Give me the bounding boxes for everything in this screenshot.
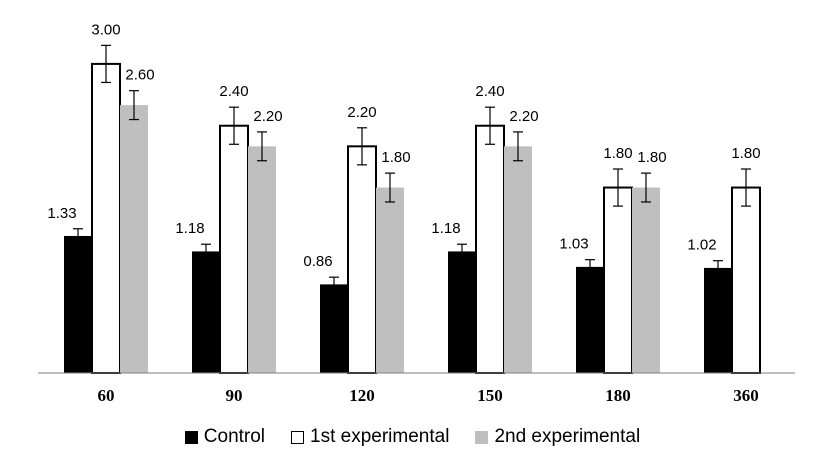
- bar-2nd-experimental-90: [248, 146, 276, 373]
- bar-control-90: [192, 251, 220, 373]
- bar-2nd-experimental-180: [632, 187, 660, 373]
- data-label-control-120: 0.86: [303, 253, 332, 270]
- bar-control-180: [576, 266, 604, 373]
- x-tick-label-180: 180: [605, 386, 631, 405]
- bar-1st-experimental-90: [219, 124, 249, 374]
- data-label-1st-experimental-90: 2.40: [219, 83, 248, 100]
- data-label-control-90: 1.18: [175, 220, 204, 237]
- legend-item-1st-experimental: 1st experimental: [291, 426, 449, 448]
- bar-control-150: [448, 251, 476, 373]
- x-tick-label-60: 60: [98, 386, 115, 405]
- bar-1st-experimental-120: [347, 145, 377, 374]
- legend-label-1st-experimental: 1st experimental: [310, 426, 450, 447]
- legend-label-2nd-experimental: 2nd experimental: [494, 426, 641, 447]
- legend-swatch-1st-experimental: [291, 430, 305, 444]
- legend-item-2nd-experimental: 2nd experimental: [475, 426, 640, 448]
- data-label-2nd-experimental-90: 2.20: [253, 108, 282, 125]
- data-label-control-360: 1.02: [687, 237, 716, 254]
- data-label-2nd-experimental-60: 2.60: [125, 67, 154, 84]
- data-label-1st-experimental-360: 1.80: [731, 145, 760, 162]
- bar-control-360: [704, 267, 732, 373]
- x-tick-label-360: 360: [733, 386, 759, 405]
- x-tick-label-120: 120: [349, 386, 375, 405]
- x-tick-label-90: 90: [226, 386, 243, 405]
- data-label-control-180: 1.03: [559, 236, 588, 253]
- legend-label-control: Control: [203, 426, 266, 447]
- data-label-2nd-experimental-120: 1.80: [381, 149, 410, 166]
- legend-swatch-control: [184, 430, 198, 444]
- legend: Control 1st experimental 2nd experimenta…: [0, 426, 825, 448]
- bar-2nd-experimental-150: [504, 146, 532, 373]
- data-label-control-60: 1.33: [47, 205, 76, 222]
- data-label-2nd-experimental-150: 2.20: [509, 108, 538, 125]
- bar-1st-experimental-180: [603, 186, 633, 374]
- bar-1st-experimental-150: [475, 124, 505, 374]
- data-label-1st-experimental-60: 3.00: [91, 21, 120, 38]
- data-label-control-150: 1.18: [431, 220, 460, 237]
- bar-2nd-experimental-60: [120, 105, 148, 373]
- x-tick-label-150: 150: [477, 386, 503, 405]
- bar-1st-experimental-60: [91, 62, 121, 375]
- data-label-1st-experimental-180: 1.80: [603, 145, 632, 162]
- bar-2nd-experimental-120: [376, 187, 404, 373]
- data-label-1st-experimental-120: 2.20: [347, 104, 376, 121]
- bar-control-60: [64, 235, 92, 373]
- data-label-2nd-experimental-180: 1.80: [637, 149, 666, 166]
- legend-item-control: Control: [184, 426, 266, 448]
- bar-1st-experimental-360: [731, 186, 761, 374]
- bar-control-120: [320, 284, 348, 373]
- legend-swatch-2nd-experimental: [475, 430, 489, 444]
- data-label-1st-experimental-150: 2.40: [475, 83, 504, 100]
